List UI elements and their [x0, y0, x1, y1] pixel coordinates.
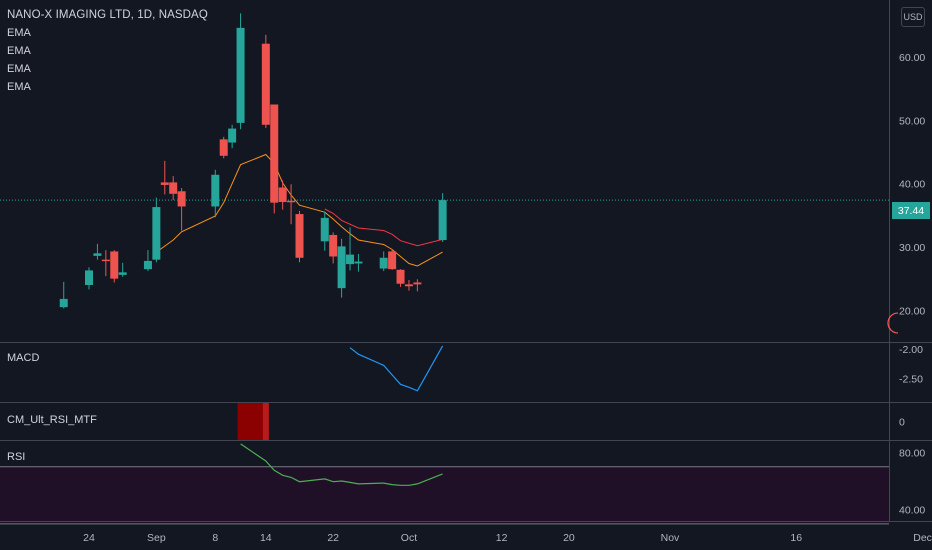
- candle: [177, 191, 186, 207]
- ema-legend-3[interactable]: EMA: [7, 63, 31, 75]
- candle: [236, 27, 245, 123]
- candle: [346, 254, 355, 265]
- candle: [211, 174, 220, 207]
- ema-line-2: [324, 208, 443, 247]
- y-tick-label: -2.00: [899, 344, 923, 356]
- ema-legend-1[interactable]: EMA: [7, 27, 31, 39]
- rsi-line: [240, 443, 443, 486]
- candle: [228, 128, 237, 143]
- candle: [59, 298, 68, 308]
- y-tick-label: 50.00: [899, 115, 925, 127]
- x-tick-label: Nov: [661, 532, 680, 544]
- y-tick-label: 0: [899, 417, 905, 429]
- candle: [320, 217, 329, 242]
- candle: [396, 269, 405, 284]
- candle: [295, 214, 304, 258]
- candle: [93, 253, 102, 256]
- candle: [118, 272, 127, 275]
- x-tick-label: 22: [327, 532, 339, 544]
- candle: [160, 182, 169, 185]
- last-price-badge: 37.44: [892, 202, 930, 219]
- ema-legend-2[interactable]: EMA: [7, 45, 31, 57]
- candle: [152, 207, 161, 260]
- y-tick-label: 60.00: [899, 52, 925, 64]
- y-tick-label: 40.00: [899, 179, 925, 191]
- candle: [101, 259, 110, 262]
- rsi-pane-label[interactable]: RSI: [7, 451, 26, 463]
- candle: [329, 234, 338, 257]
- y-tick-label: 80.00: [899, 447, 925, 459]
- candle: [278, 187, 287, 203]
- candle: [438, 200, 447, 241]
- candle: [287, 200, 296, 203]
- x-tick-label: 20: [563, 532, 575, 544]
- currency-button[interactable]: USD: [901, 7, 925, 27]
- candle: [85, 270, 93, 285]
- candle: [169, 182, 178, 194]
- candle: [219, 139, 228, 156]
- ema-legend-4[interactable]: EMA: [7, 81, 31, 93]
- y-tick-label: -2.50: [899, 373, 923, 385]
- y-tick-label: 40.00: [899, 505, 925, 517]
- x-tick-label: Dec: [913, 532, 932, 544]
- candle: [379, 257, 388, 269]
- candle: [337, 246, 346, 289]
- x-tick-label: 8: [212, 532, 218, 544]
- chart-title: NANO-X IMAGING LTD, 1D, NASDAQ: [7, 9, 208, 21]
- candle: [354, 261, 363, 264]
- rsi-mtf-pane-label[interactable]: CM_Ult_RSI_MTF: [7, 414, 97, 426]
- x-tick-label: Oct: [401, 532, 417, 544]
- rsi-mtf-bar-highlight: [262, 403, 269, 440]
- x-tick-label: Sep: [147, 532, 166, 544]
- x-tick-label: 12: [496, 532, 508, 544]
- macd-pane-label[interactable]: MACD: [7, 352, 40, 364]
- macd-line: [349, 345, 444, 392]
- x-tick-label: 24: [83, 532, 95, 544]
- x-tick-label: 16: [790, 532, 802, 544]
- candle: [388, 251, 397, 270]
- candle: [270, 104, 279, 203]
- alert-marker-icon: [887, 312, 899, 334]
- y-tick-label: 20.00: [899, 305, 925, 317]
- candle: [110, 251, 119, 279]
- candle: [413, 282, 422, 285]
- candle: [404, 284, 413, 287]
- candle: [143, 260, 152, 270]
- x-tick-label: 14: [260, 532, 272, 544]
- y-tick-label: 30.00: [899, 242, 925, 254]
- candle: [261, 43, 270, 125]
- rsi-band: [0, 466, 889, 524]
